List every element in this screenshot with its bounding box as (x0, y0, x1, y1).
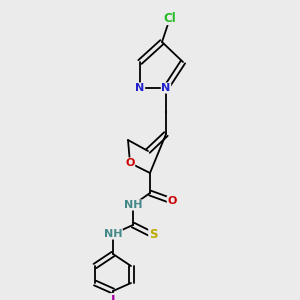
Text: S: S (149, 229, 157, 242)
Text: N: N (161, 83, 171, 93)
Text: Cl: Cl (164, 11, 176, 25)
Text: N: N (135, 83, 145, 93)
Text: O: O (167, 196, 177, 206)
Text: O: O (125, 158, 135, 168)
Text: NH: NH (104, 229, 122, 239)
Text: I: I (111, 293, 115, 300)
Text: NH: NH (124, 200, 142, 210)
